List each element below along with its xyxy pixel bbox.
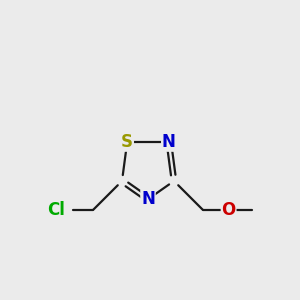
- Text: N: N: [141, 190, 155, 208]
- Text: N: N: [162, 133, 176, 151]
- Text: S: S: [121, 133, 133, 151]
- Text: O: O: [221, 201, 236, 219]
- Text: Cl: Cl: [47, 201, 65, 219]
